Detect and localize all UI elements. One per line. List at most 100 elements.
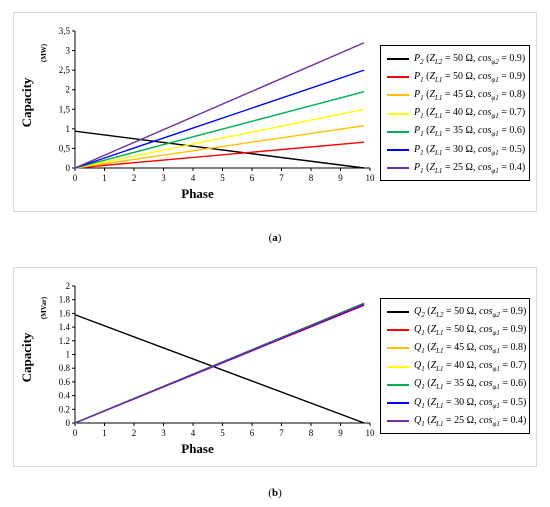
chart-a-x-tick-label: 5 [220, 173, 225, 183]
chart-b-x-tick-label: 7 [279, 428, 284, 438]
chart-b-legend-label-1: Q1 (ZL1 = 50 Ω, cosφ1 = 0.9) [414, 323, 527, 337]
chart-b-legend: Q2 (ZL2 = 50 Ω, cosφ2 = 0.9) Q1 (ZL1 = 50… [380, 298, 530, 435]
chart-a-legend-swatch-5 [387, 149, 409, 152]
chart-b-y-tick-label: 1.6 [59, 308, 71, 318]
chart-a-y-tick-label: 3,5 [59, 26, 71, 36]
chart-a-legend-item-0: P2 (ZL2 = 50 Ω, cosφ2 = 0.9) [387, 50, 526, 68]
chart-a-x-tick-label: 4 [191, 173, 196, 183]
chart-a-legend-swatch-4 [387, 130, 409, 133]
chart-b-legend-swatch-2 [387, 347, 409, 350]
chart-b-y-tick-label: 0.6 [59, 377, 71, 387]
chart-b-legend-swatch-4 [387, 383, 409, 386]
chart-b-legend-swatch-6 [387, 420, 409, 423]
chart-b-legend-swatch-3 [387, 365, 409, 368]
chart-b-x-tick-label: 4 [191, 428, 196, 438]
chart-a-x-tick-label: 1 [102, 173, 107, 183]
chart-b-legend-swatch-1 [387, 329, 409, 332]
chart-b-legend-item-5: Q1 (ZL1 = 30 Ω, cosφ1 = 0.5) [387, 394, 527, 412]
caption-a: (a) [268, 232, 282, 244]
chart-b-legend-label-0: Q2 (ZL2 = 50 Ω, cosφ2 = 0.9) [414, 305, 527, 319]
chart-b-legend-item-1: Q1 (ZL1 = 50 Ω, cosφ1 = 0.9) [387, 321, 527, 339]
chart-a-x-tick-label: 7 [279, 173, 284, 183]
chart-b-x-axis-title: Phase [181, 441, 214, 456]
chart-a-x-tick-label: 2 [132, 173, 137, 183]
chart-b-legend-item-4: Q1 (ZL1 = 35 Ω, cosφ1 = 0.6) [387, 376, 527, 394]
chart-b-y-unit: (MVar) [40, 296, 48, 319]
chart-b-y-tick-label: 1 [66, 350, 71, 360]
chart-a-legend-label-4: P1 (ZL1 = 35 Ω, cosφ1 = 0.6) [414, 125, 526, 139]
chart-a-x-tick-label: 9 [338, 173, 343, 183]
chart-b-x-tick-label: 5 [220, 428, 225, 438]
chart-a-y-tick-label: 2,5 [59, 65, 71, 75]
chart-b-legend-item-2: Q1 (ZL1 = 45 Ω, cosφ1 = 0.8) [387, 339, 527, 357]
chart-a-series-line-3 [74, 108, 365, 169]
chart-a-y-tick-label: 0 [66, 163, 71, 173]
chart-a-series-line-1 [74, 141, 365, 169]
chart-a-series-line-4 [74, 90, 365, 169]
chart-a-x-axis-title: Phase [181, 186, 214, 201]
chart-a-legend-swatch-1 [387, 76, 409, 79]
chart-b-y-axis-title: Capacity [19, 332, 34, 382]
chart-a-y-unit: (MW) [40, 43, 48, 62]
chart-b-legend-item-0: Q2 (ZL2 = 50 Ω, cosφ2 = 0.9) [387, 303, 527, 321]
chart-a-legend-item-6: P1 (ZL1 = 25 Ω, cosφ1 = 0.4) [387, 159, 526, 177]
chart-a-x-tick-label: 0 [73, 173, 78, 183]
chart-a-legend-label-3: P1 (ZL1 = 40 Ω, cosφ1 = 0.7) [414, 107, 526, 121]
chart-a-legend-label-5: P1 (ZL1 = 30 Ω, cosφ1 = 0.5) [414, 143, 526, 157]
chart-a-legend-swatch-3 [387, 112, 409, 115]
chart-a-y-tick-label: 2 [66, 85, 71, 95]
chart-b-x-tick-label: 2 [132, 428, 137, 438]
chart-b-x-tick-label: 9 [338, 428, 343, 438]
chart-a-y-tick-label: 1,5 [59, 104, 71, 114]
chart-a-series-line-6 [74, 42, 365, 169]
chart-b-x-tick-label: 6 [250, 428, 255, 438]
chart-b-series-line-6 [74, 303, 365, 424]
chart-a-legend-item-1: P1 (ZL1 = 50 Ω, cosφ1 = 0.9) [387, 68, 526, 86]
chart-b-legend-label-4: Q1 (ZL1 = 35 Ω, cosφ1 = 0.6) [414, 378, 527, 392]
chart-b-legend-item-3: Q1 (ZL1 = 40 Ω, cosφ1 = 0.7) [387, 358, 526, 376]
chart-b-x-tick-label: 3 [161, 428, 166, 438]
chart-b-y-tick-label: 0.4 [59, 391, 71, 401]
chart-a-legend-item-3: P1 (ZL1 = 40 Ω, cosφ1 = 0.7) [387, 105, 526, 123]
chart-a-y-axis-title: Capacity [19, 77, 34, 127]
chart-a-legend-swatch-2 [387, 94, 409, 97]
chart-a-series-line-0 [74, 130, 365, 169]
chart-b-y-tick-label: 1.2 [59, 336, 70, 346]
chart-a-legend-label-1: P1 (ZL1 = 50 Ω, cosφ1 = 0.9) [414, 70, 526, 84]
chart-a-y-tick-label: 0,5 [59, 143, 71, 153]
chart-b-series-line-0 [74, 314, 365, 424]
chart-b-legend-label-2: Q1 (ZL1 = 45 Ω, cosφ1 = 0.8) [414, 341, 527, 355]
chart-a-y-tick-label: 1 [66, 124, 71, 134]
chart-panel-b: 0 1 2 3 4 5 6 7 8 9 10 0 0.2 0.4 0.6 0.8 1 1.2 1.4 1.6 1.8 2 P… [13, 267, 537, 467]
chart-a-legend-label-2: P1 (ZL1 = 45 Ω, cosφ1 = 0.8) [414, 88, 526, 102]
caption-a-label: a [272, 232, 278, 244]
chart-a-series-line-2 [74, 125, 365, 169]
chart-a-x-tick-label: 6 [250, 173, 255, 183]
chart-a-y-tick-label: 3 [66, 46, 71, 56]
chart-a-plot: 0 1 2 3 4 5 6 7 8 9 10 0 0,5 1 1,5 2 2,5 3 3,5 Phase Capacit… [19, 26, 375, 201]
chart-panel-a: 0 1 2 3 4 5 6 7 8 9 10 0 0,5 1 1,5 2 2,5 3 3,5 Phase Capacit… [13, 12, 537, 212]
chart-b-y-tick-label: 1.8 [59, 295, 71, 305]
caption-b: (b) [268, 487, 282, 499]
chart-a-legend-label-6: P1 (ZL1 = 25 Ω, cosφ1 = 0.4) [414, 161, 526, 175]
chart-b-x-tick-label: 10 [366, 428, 376, 438]
chart-b-y-tick-label: 0.2 [59, 404, 70, 414]
caption-b-label: b [271, 487, 279, 499]
chart-a-legend-label-0: P2 (ZL2 = 50 Ω, cosφ2 = 0.9) [414, 52, 526, 66]
chart-a-legend: P2 (ZL2 = 50 Ω, cosφ2 = 0.9) P1 (ZL1 = 50… [380, 45, 530, 182]
chart-b-legend-label-5: Q1 (ZL1 = 30 Ω, cosφ1 = 0.5) [414, 396, 527, 410]
chart-b-x-tick-label: 8 [309, 428, 314, 438]
chart-a-x-tick-label: 8 [309, 173, 314, 183]
chart-b-y-tick-label: 2 [66, 281, 71, 291]
chart-a-legend-swatch-6 [387, 167, 409, 170]
chart-a-legend-swatch-0 [387, 58, 409, 61]
chart-b-legend-label-6: Q1 (ZL1 = 25 Ω, cosφ1 = 0.4) [414, 414, 527, 428]
chart-b-legend-swatch-5 [387, 402, 409, 405]
chart-b-y-tick-label: 0 [66, 418, 71, 428]
chart-b-legend-item-6: Q1 (ZL1 = 25 Ω, cosφ1 = 0.4) [387, 412, 527, 430]
chart-a-x-tick-label: 3 [161, 173, 166, 183]
chart-b-x-tick-label: 1 [102, 428, 107, 438]
chart-b-plot: 0 1 2 3 4 5 6 7 8 9 10 0 0.2 0.4 0.6 0.8 1 1.2 1.4 1.6 1.8 2 P… [19, 281, 376, 456]
chart-b-x-tick-label: 0 [73, 428, 78, 438]
chart-a-legend-item-5: P1 (ZL1 = 30 Ω, cosφ1 = 0.5) [387, 141, 526, 159]
